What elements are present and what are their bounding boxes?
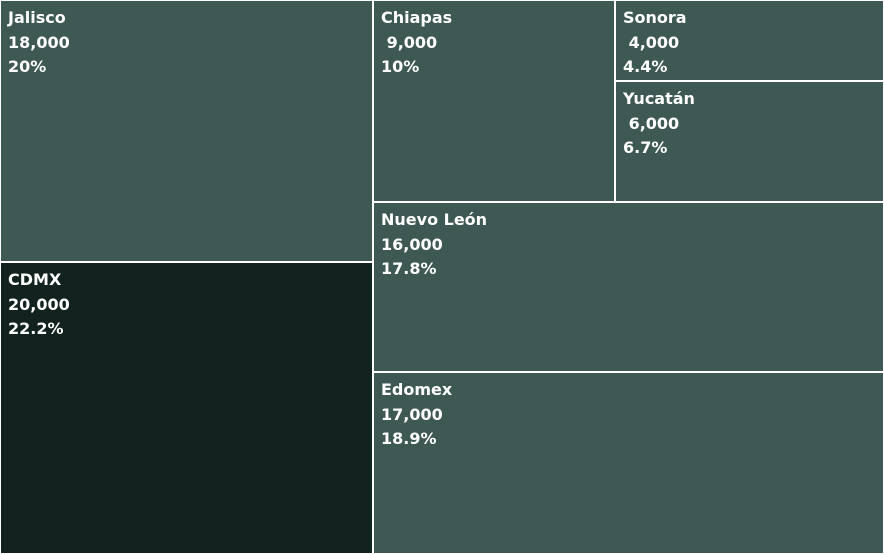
treemap-tile-chiapas: Chiapas 9,000 10%	[373, 0, 615, 202]
tile-value-label: 6,000	[623, 113, 680, 133]
tile-value-label: 17,000	[381, 404, 443, 424]
tile-percent-label: 20%	[8, 57, 47, 76]
tile-name-label: Edomex	[381, 380, 453, 399]
tile-name-label: Sonora	[623, 8, 687, 27]
tile-value-label: 20,000	[8, 294, 70, 314]
tile-value-label: 9,000	[381, 32, 438, 52]
tile-name-label: CDMX	[8, 270, 62, 289]
tile-name-label: Nuevo León	[381, 210, 488, 229]
treemap-tile-yucatan: Yucatán 6,000 6.7%	[615, 81, 884, 202]
tile-value-label: 16,000	[381, 234, 443, 254]
tile-percent-label: 17.8%	[381, 259, 437, 278]
tile-value-label: 4,000	[623, 32, 680, 52]
treemap-tile-edomex: Edomex 17,000 18.9%	[373, 372, 884, 554]
treemap-tile-jalisco: Jalisco 18,000 20%	[0, 0, 373, 262]
tile-name-label: Yucatán	[623, 89, 695, 108]
tile-percent-label: 10%	[381, 57, 420, 76]
tile-percent-label: 18.9%	[381, 429, 437, 448]
tile-percent-label: 22.2%	[8, 319, 64, 338]
tile-name-label: Jalisco	[8, 8, 66, 27]
treemap-tile-cdmx: CDMX 20,000 22.2%	[0, 262, 373, 554]
treemap-tile-nuevo-leon: Nuevo León 16,000 17.8%	[373, 202, 884, 372]
treemap-tile-sonora: Sonora 4,000 4.4%	[615, 0, 884, 81]
tile-percent-label: 4.4%	[623, 57, 668, 76]
tile-name-label: Chiapas	[381, 8, 453, 27]
tile-percent-label: 6.7%	[623, 138, 668, 157]
tile-value-label: 18,000	[8, 32, 70, 52]
